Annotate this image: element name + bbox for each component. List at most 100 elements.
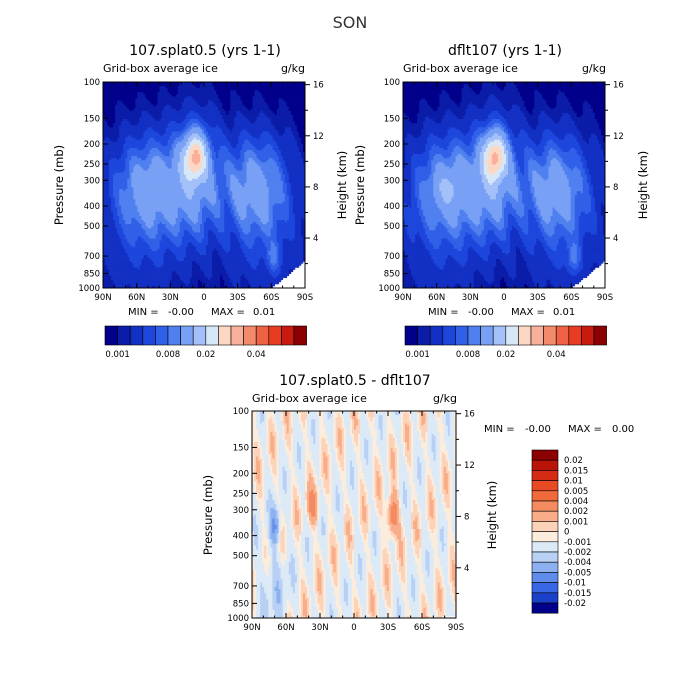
heatmap-cell (111, 96, 113, 98)
heatmap-cell (216, 171, 218, 173)
heatmap-cell (109, 131, 111, 133)
heatmap-cell (184, 92, 186, 94)
heatmap-cell (252, 156, 254, 158)
heatmap-cell (147, 86, 149, 88)
heatmap-cell (206, 164, 208, 166)
heatmap-cell (200, 162, 202, 164)
heatmap-cell (192, 171, 194, 173)
heatmap-cell (127, 142, 129, 144)
heatmap-cell (242, 98, 244, 100)
heatmap-cell (192, 92, 194, 94)
heatmap-cell (261, 134, 263, 136)
heatmap-cell (121, 138, 123, 140)
heatmap-cell (255, 169, 257, 171)
heatmap-cell (178, 160, 180, 162)
heatmap-cell (271, 113, 273, 115)
heatmap-cell (293, 121, 295, 123)
heatmap-cell (246, 111, 248, 113)
heatmap-cell (164, 105, 166, 107)
heatmap-cell (246, 171, 248, 173)
heatmap-cell (287, 101, 289, 103)
heatmap-cell (180, 101, 182, 103)
heatmap-cell (184, 140, 186, 142)
heatmap-cell (151, 183, 153, 185)
heatmap-cell (255, 131, 257, 133)
heatmap-cell (222, 146, 224, 148)
heatmap-cell (192, 148, 194, 150)
heatmap-cell (291, 105, 293, 107)
heatmap-cell (166, 162, 168, 164)
heatmap-cell (131, 101, 133, 103)
heatmap-cell (129, 140, 131, 142)
heatmap-cell (297, 121, 299, 123)
heatmap-cell (210, 179, 212, 181)
heatmap-cell (244, 90, 246, 92)
heatmap-cell (289, 154, 291, 156)
heatmap-cell (295, 162, 297, 164)
heatmap-cell (283, 181, 285, 183)
heatmap-cell (184, 173, 186, 175)
heatmap-cell (246, 177, 248, 179)
heatmap-cell (158, 181, 160, 183)
heatmap-cell (271, 175, 273, 177)
heatmap-cell (267, 173, 269, 175)
heatmap-cell (238, 164, 240, 166)
heatmap-cell (170, 148, 172, 150)
heatmap-cell (228, 94, 230, 96)
heatmap-cell (154, 105, 156, 107)
heatmap-cell (135, 142, 137, 144)
heatmap-cell (301, 88, 303, 90)
heatmap-cell (204, 109, 206, 111)
heatmap-cell (162, 115, 164, 117)
heatmap-cell (232, 88, 234, 90)
heatmap-cell (204, 148, 206, 150)
heatmap-cell (162, 173, 164, 175)
heatmap-cell (273, 94, 275, 96)
heatmap-cell (200, 107, 202, 109)
heatmap-cell (107, 175, 109, 177)
heatmap-cell (117, 146, 119, 148)
heatmap-cell (168, 119, 170, 121)
heatmap-cell (242, 86, 244, 88)
heatmap-cell (222, 127, 224, 129)
heatmap-cell (263, 115, 265, 117)
heatmap-cell (182, 162, 184, 164)
heatmap-cell (184, 152, 186, 154)
heatmap-cell (252, 86, 254, 88)
heatmap-cell (255, 175, 257, 177)
heatmap-cell (275, 103, 277, 105)
heatmap-cell (263, 125, 265, 127)
heatmap-cell (277, 152, 279, 154)
heatmap-cell (269, 109, 271, 111)
heatmap-cell (238, 140, 240, 142)
heatmap-cell (139, 146, 141, 148)
heatmap-cell (259, 131, 261, 133)
heatmap-cell (271, 154, 273, 156)
heatmap-cell (170, 183, 172, 185)
heatmap-cell (174, 103, 176, 105)
heatmap-cell (297, 158, 299, 160)
heatmap-cell (244, 142, 246, 144)
heatmap-cell (113, 169, 115, 171)
heatmap-cell (244, 136, 246, 138)
heatmap-cell (291, 121, 293, 123)
heatmap-cell (295, 109, 297, 111)
heatmap-cell (115, 152, 117, 154)
heatmap-cell (170, 107, 172, 109)
heatmap-cell (172, 146, 174, 148)
heatmap-cell (281, 140, 283, 142)
heatmap-cell (172, 177, 174, 179)
heatmap-cell (143, 101, 145, 103)
heatmap-cell (240, 105, 242, 107)
heatmap-cell (293, 166, 295, 168)
heatmap-cell (196, 84, 198, 86)
heatmap-cell (170, 158, 172, 160)
heatmap-cell (141, 142, 143, 144)
heatmap-cell (109, 105, 111, 107)
heatmap-cell (291, 117, 293, 119)
heatmap-cell (273, 177, 275, 179)
heatmap-cell (287, 107, 289, 109)
heatmap-cell (218, 96, 220, 98)
heatmap-cell (141, 127, 143, 129)
heatmap-cell (222, 150, 224, 152)
